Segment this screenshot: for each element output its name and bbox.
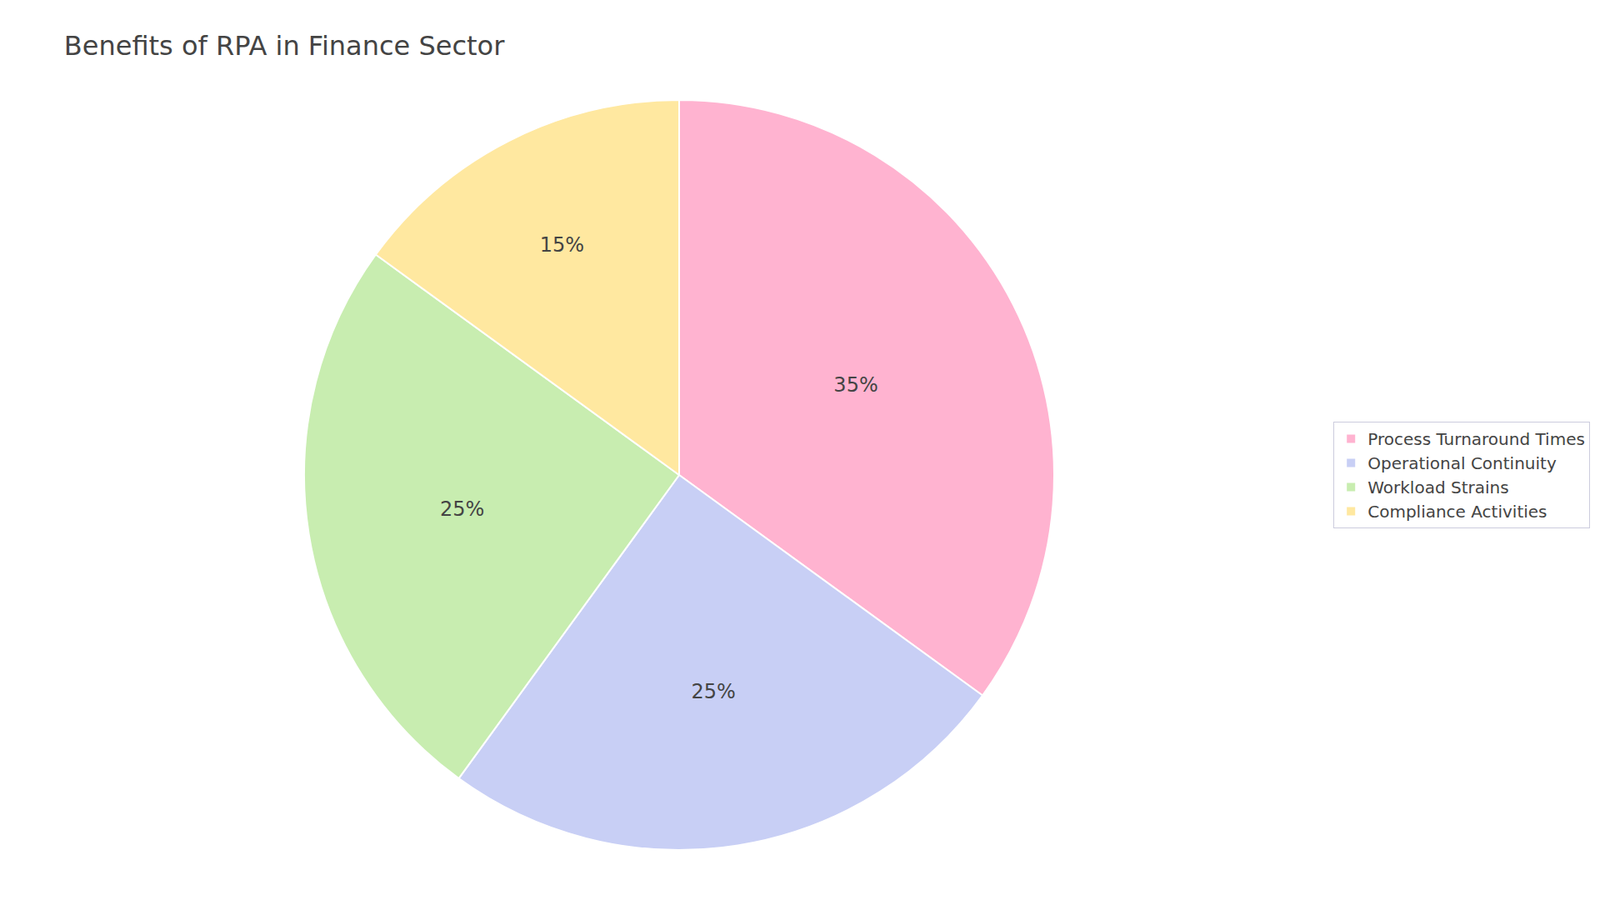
svg-text:Workload Strains: Workload Strains xyxy=(1367,477,1509,498)
svg-text:Benefits of RPA in Finance Sec: Benefits of RPA in Finance Sector xyxy=(64,30,505,62)
svg-text:35%: 35% xyxy=(833,373,878,397)
svg-text:Compliance Activities: Compliance Activities xyxy=(1367,501,1547,522)
svg-text:25%: 25% xyxy=(440,497,485,521)
svg-text:15%: 15% xyxy=(540,233,585,257)
svg-text:25%: 25% xyxy=(691,680,736,704)
svg-text:Process Turnaround Times: Process Turnaround Times xyxy=(1367,429,1585,450)
svg-text:Operational Continuity: Operational Continuity xyxy=(1367,453,1557,474)
